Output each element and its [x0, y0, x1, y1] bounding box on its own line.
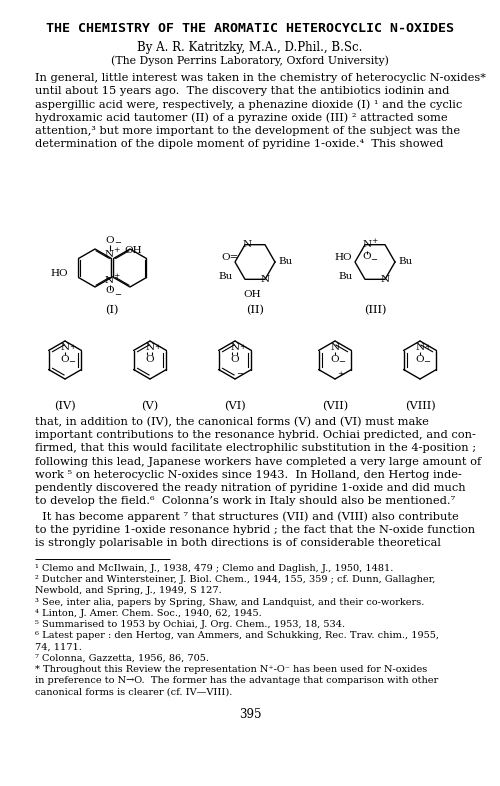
Text: Bu: Bu — [278, 258, 292, 266]
Text: O: O — [416, 355, 424, 364]
Text: Bu: Bu — [398, 258, 412, 266]
Text: * Throughout this Review the representation N⁺-O⁻ has been used for N-oxides: * Throughout this Review the representat… — [35, 665, 427, 674]
Text: +: + — [154, 343, 160, 351]
Text: +: + — [239, 343, 245, 351]
Text: Newbold, and Spring, J., 1949, S 127.: Newbold, and Spring, J., 1949, S 127. — [35, 586, 222, 596]
Text: ³ See, inter alia, papers by Spring, Shaw, and Landquist, and their co-workers.: ³ See, inter alia, papers by Spring, Sha… — [35, 597, 424, 607]
Text: that, in addition to (IV), the canonical forms (V) and (VI) must make: that, in addition to (IV), the canonical… — [35, 417, 429, 428]
Text: 74, 1171.: 74, 1171. — [35, 642, 82, 652]
Text: (VIII): (VIII) — [404, 401, 436, 411]
Text: following this lead, Japanese workers have completed a very large amount of: following this lead, Japanese workers ha… — [35, 457, 481, 467]
Text: By A. R. Katritzky, M.A., D.Phil., B.Sc.: By A. R. Katritzky, M.A., D.Phil., B.Sc. — [138, 41, 362, 54]
Text: N: N — [146, 343, 154, 352]
Text: O: O — [105, 286, 114, 295]
Text: N: N — [242, 241, 252, 249]
Text: (IV): (IV) — [54, 401, 76, 411]
Text: ¹ Clemo and McIlwain, J., 1938, 479 ; Clemo and Daglish, J., 1950, 1481.: ¹ Clemo and McIlwain, J., 1938, 479 ; Cl… — [35, 564, 394, 573]
Text: hydroxamic acid tautomer (II) of a pyrazine oxide (III) ² attracted some: hydroxamic acid tautomer (II) of a pyraz… — [35, 112, 448, 123]
Text: canonical forms is clearer (cf. IV—VIII).: canonical forms is clearer (cf. IV—VIII)… — [35, 687, 232, 696]
Text: HO: HO — [50, 269, 68, 277]
Text: −: − — [370, 255, 378, 263]
Text: O: O — [105, 236, 114, 245]
Text: O: O — [60, 355, 70, 364]
Text: HO: HO — [334, 254, 352, 263]
Text: until about 15 years ago.  The discovery that the antibiotics iodinin and: until about 15 years ago. The discovery … — [35, 86, 450, 96]
Text: −: − — [68, 358, 75, 366]
Text: N: N — [260, 275, 270, 284]
Text: O: O — [330, 355, 340, 364]
Text: (III): (III) — [364, 305, 386, 315]
Text: (V): (V) — [142, 401, 158, 411]
Text: N: N — [105, 276, 114, 285]
Text: THE CHEMISTRY OF THE AROMATIC HETEROCYCLIC N-OXIDES: THE CHEMISTRY OF THE AROMATIC HETEROCYCL… — [46, 22, 454, 35]
Text: +: + — [114, 245, 119, 254]
Text: ⁴ Linton, J. Amer. Chem. Soc., 1940, 62, 1945.: ⁴ Linton, J. Amer. Chem. Soc., 1940, 62,… — [35, 609, 262, 618]
Text: −: − — [114, 240, 121, 248]
Text: O=: O= — [221, 254, 238, 263]
Text: N: N — [60, 343, 70, 352]
Text: N: N — [230, 343, 239, 352]
Text: −: − — [424, 358, 430, 366]
Text: O: O — [362, 252, 372, 261]
Text: O: O — [146, 355, 154, 364]
Text: attention,³ but more important to the development of the subject was the: attention,³ but more important to the de… — [35, 126, 460, 136]
Text: +: + — [337, 370, 343, 378]
Text: in preference to N→O.  The former has the advantage that comparison with other: in preference to N→O. The former has the… — [35, 676, 438, 685]
Text: In general, little interest was taken in the chemistry of heterocyclic N-oxides*: In general, little interest was taken in… — [35, 73, 486, 83]
Text: +: + — [424, 343, 430, 351]
Text: ⁷ Colonna, Gazzetta, 1956, 86, 705.: ⁷ Colonna, Gazzetta, 1956, 86, 705. — [35, 654, 209, 663]
Text: +: + — [371, 237, 377, 244]
Text: N: N — [330, 343, 340, 352]
Text: aspergillic acid were, respectively, a phenazine dioxide (I) ¹ and the cyclic: aspergillic acid were, respectively, a p… — [35, 99, 462, 110]
Text: ² Dutcher and Wintersteiner, J. Biol. Chem., 1944, 155, 359 ; cf. Dunn, Gallaghe: ² Dutcher and Wintersteiner, J. Biol. Ch… — [35, 575, 435, 584]
Text: (VI): (VI) — [224, 401, 246, 411]
Text: firmed, that this would facilitate electrophilic substitution in the 4-position : firmed, that this would facilitate elect… — [35, 443, 476, 454]
Text: N: N — [380, 275, 390, 284]
Text: OH: OH — [124, 246, 142, 255]
Text: −: − — [236, 370, 244, 378]
Text: N: N — [362, 241, 372, 249]
Text: (II): (II) — [246, 305, 264, 315]
Text: −: − — [114, 292, 121, 299]
Text: important contributions to the resonance hybrid. Ochiai predicted, and con-: important contributions to the resonance… — [35, 430, 476, 440]
Text: +: + — [114, 273, 119, 281]
Text: ⁵ Summarised to 1953 by Ochiai, J. Org. Chem., 1953, 18, 534.: ⁵ Summarised to 1953 by Ochiai, J. Org. … — [35, 620, 345, 629]
Text: OH: OH — [243, 290, 261, 299]
Text: 395: 395 — [239, 708, 261, 722]
Text: Bu: Bu — [219, 272, 233, 281]
Text: O: O — [230, 355, 239, 364]
Text: (The Dyson Perrins Laboratory, Oxford University): (The Dyson Perrins Laboratory, Oxford Un… — [111, 55, 389, 65]
Text: determination of the dipole moment of pyridine 1-oxide.⁴  This showed: determination of the dipole moment of py… — [35, 139, 444, 149]
Text: N: N — [105, 250, 114, 259]
Text: (I): (I) — [105, 305, 119, 315]
Text: Bu: Bu — [339, 272, 353, 281]
Text: ⁶ Latest paper : den Hertog, van Ammers, and Schukking, Rec. Trav. chim., 1955,: ⁶ Latest paper : den Hertog, van Ammers,… — [35, 631, 439, 641]
Text: +: + — [69, 343, 75, 351]
Text: pendently discovered the ready nitration of pyridine 1-oxide and did much: pendently discovered the ready nitration… — [35, 483, 466, 493]
Text: N: N — [416, 343, 424, 352]
Text: It has become apparent ⁷ that structures (VII) and (VIII) also contribute: It has become apparent ⁷ that structures… — [35, 512, 459, 522]
Text: to the pyridine 1-oxide resonance hybrid ; the fact that the N-oxide function: to the pyridine 1-oxide resonance hybrid… — [35, 524, 475, 534]
Text: is strongly polarisable in both directions is of considerable theoretical: is strongly polarisable in both directio… — [35, 538, 441, 548]
Text: to develop the field.⁶  Colonna’s work in Italy should also be mentioned.⁷: to develop the field.⁶ Colonna’s work in… — [35, 496, 455, 506]
Text: (VII): (VII) — [322, 401, 348, 411]
Text: work ⁵ on heterocyclic N-oxides since 1943.  In Holland, den Hertog inde-: work ⁵ on heterocyclic N-oxides since 19… — [35, 470, 462, 479]
Text: −: − — [338, 358, 345, 366]
